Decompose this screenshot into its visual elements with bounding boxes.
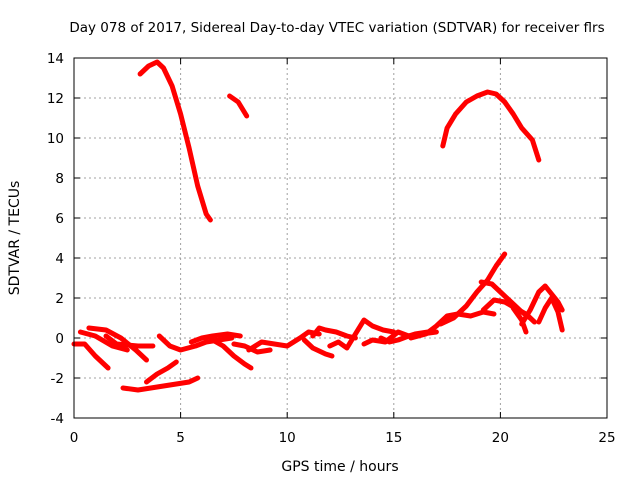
y-tick-label: 2 — [55, 291, 64, 307]
plot-frame — [73, 57, 608, 419]
series-arc-low-e — [120, 375, 201, 393]
series-arc-low-b — [77, 329, 130, 353]
series-arc-low-r — [438, 251, 508, 327]
series-arc-high-2 — [227, 93, 250, 119]
y-tick-label: 4 — [55, 251, 64, 267]
axis-ticks: 0 5 10 15 20 25 -4 -2 0 2 4 6 8 10 12 14 — [47, 51, 616, 446]
y-tick-label: 0 — [55, 331, 64, 347]
y-axis-label: SDTVAR / TECUs — [7, 181, 23, 296]
grid — [74, 58, 607, 418]
series-arc-low-w — [510, 305, 529, 335]
y-tick-label: 14 — [47, 51, 64, 67]
series-arc-low-v — [536, 295, 565, 333]
series-arc-low-u — [519, 283, 565, 327]
series-arc-low-p — [378, 329, 431, 345]
series-arc-low-m — [310, 325, 358, 341]
series-arc-low-c — [86, 325, 149, 363]
series-arc-high-3 — [440, 89, 542, 163]
x-tick-label: 10 — [279, 430, 296, 446]
data-series — [71, 59, 565, 393]
y-tick-label: -2 — [51, 371, 64, 387]
y-tick-label: -4 — [51, 411, 64, 427]
x-tick-label: 20 — [492, 430, 509, 446]
series-arc-high-1 — [137, 59, 213, 223]
chart-title: Day 078 of 2017, Sidereal Day-to-day VTE… — [69, 20, 604, 36]
series-arc-low-d — [103, 333, 156, 349]
series-arc-low-i — [210, 337, 254, 371]
series-arc-low-a — [71, 341, 111, 371]
series-arc-low-q — [408, 309, 497, 341]
series-arc-low-h — [188, 331, 243, 345]
series-arc-low-n — [327, 317, 397, 351]
y-tick-label: 12 — [47, 91, 64, 107]
series-arc-low-f — [144, 359, 179, 385]
x-tick-label: 15 — [385, 430, 402, 446]
x-tick-label: 25 — [598, 430, 615, 446]
y-tick-label: 10 — [47, 131, 64, 147]
series-arc-low-k — [246, 329, 322, 353]
series-arc-low-l — [301, 337, 335, 359]
x-axis-label: GPS time / hours — [281, 459, 398, 475]
x-tick-label: 5 — [176, 430, 185, 446]
y-tick-label: 8 — [55, 171, 64, 187]
series-arc-low-g — [156, 333, 235, 353]
x-tick-label: 0 — [70, 430, 79, 446]
y-tick-label: 6 — [55, 211, 64, 227]
